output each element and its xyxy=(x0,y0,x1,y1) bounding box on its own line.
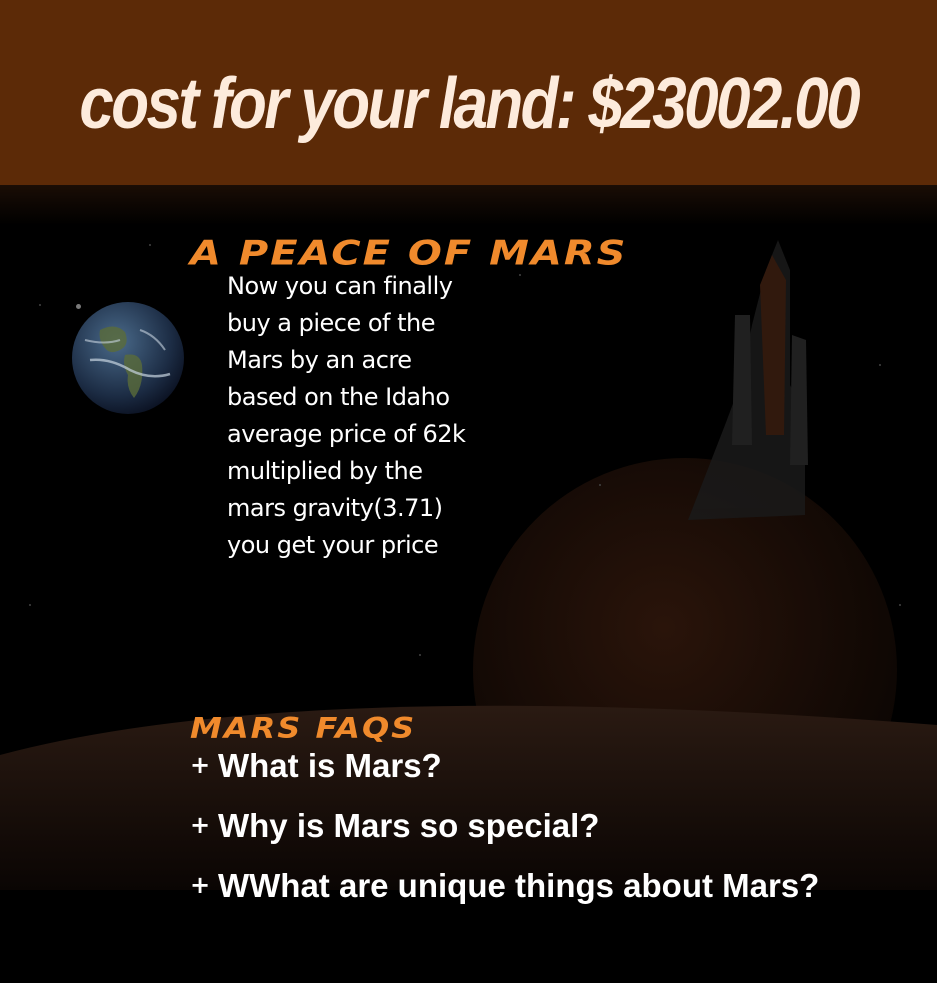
stars xyxy=(29,244,901,656)
expand-plus-icon[interactable]: + xyxy=(190,811,211,839)
intro-paragraph: Now you can finally buy a piece of the M… xyxy=(227,272,466,559)
expand-plus-icon[interactable]: + xyxy=(190,751,211,779)
faq-question[interactable]: Why is Mars so special? xyxy=(218,807,600,844)
header-shadow xyxy=(0,185,937,225)
intro-heading: a peace of mars xyxy=(190,234,628,274)
expand-plus-icon[interactable]: + xyxy=(190,871,211,899)
space-scene xyxy=(0,240,937,890)
faq-list: + What is Mars? + Why is Mars so special… xyxy=(190,736,819,916)
mars-horizon xyxy=(0,705,937,890)
faq-question[interactable]: What is Mars? xyxy=(218,747,442,784)
space-background xyxy=(0,185,937,983)
land-cost-title: cost for your land: $23002.00 xyxy=(79,63,860,144)
cost-header: cost for your land: $23002.00 xyxy=(0,0,937,185)
faq-item-unique-things[interactable]: + WWhat are unique things about Mars? xyxy=(190,856,819,916)
faq-question[interactable]: WWhat are unique things about Mars? xyxy=(218,867,820,904)
faq-item-why-special[interactable]: + Why is Mars so special? xyxy=(190,796,819,856)
faq-item-what-is-mars[interactable]: + What is Mars? xyxy=(190,736,819,796)
earth-globe-icon xyxy=(72,302,184,414)
small-star-icon xyxy=(76,304,81,309)
faq-heading: mars faqs xyxy=(190,710,417,745)
rocket-silhouette xyxy=(688,240,808,520)
